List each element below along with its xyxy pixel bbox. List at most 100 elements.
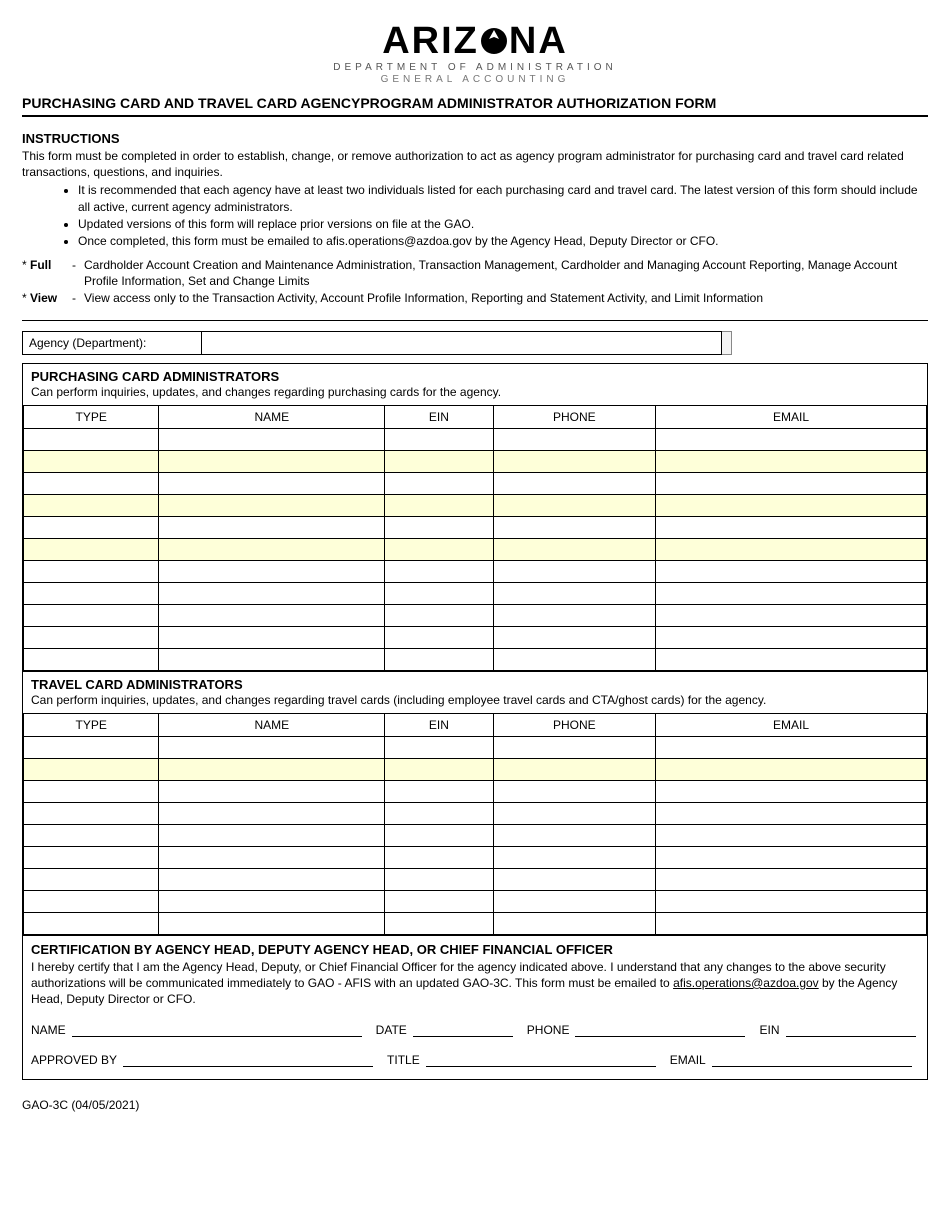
- table-cell[interactable]: [656, 846, 927, 868]
- table-cell[interactable]: [493, 582, 656, 604]
- table-cell[interactable]: [385, 824, 493, 846]
- sig-line[interactable]: [123, 1051, 373, 1067]
- table-cell[interactable]: [385, 912, 493, 934]
- table-cell[interactable]: [24, 868, 159, 890]
- table-row[interactable]: [24, 428, 927, 450]
- table-cell[interactable]: [656, 802, 927, 824]
- sig-line[interactable]: [575, 1021, 745, 1037]
- table-cell[interactable]: [656, 428, 927, 450]
- table-row[interactable]: [24, 472, 927, 494]
- table-cell[interactable]: [159, 604, 385, 626]
- table-cell[interactable]: [159, 626, 385, 648]
- table-cell[interactable]: [159, 846, 385, 868]
- table-cell[interactable]: [493, 428, 656, 450]
- table-cell[interactable]: [24, 560, 159, 582]
- agency-input[interactable]: [202, 331, 722, 355]
- table-cell[interactable]: [493, 846, 656, 868]
- table-cell[interactable]: [493, 450, 656, 472]
- table-cell[interactable]: [159, 890, 385, 912]
- table-cell[interactable]: [656, 868, 927, 890]
- table-cell[interactable]: [159, 516, 385, 538]
- table-cell[interactable]: [656, 582, 927, 604]
- table-row[interactable]: [24, 802, 927, 824]
- table-cell[interactable]: [385, 450, 493, 472]
- table-row[interactable]: [24, 758, 927, 780]
- table-row[interactable]: [24, 604, 927, 626]
- table-cell[interactable]: [493, 868, 656, 890]
- table-row[interactable]: [24, 736, 927, 758]
- table-cell[interactable]: [385, 780, 493, 802]
- table-cell[interactable]: [159, 428, 385, 450]
- table-cell[interactable]: [24, 626, 159, 648]
- table-cell[interactable]: [656, 472, 927, 494]
- table-cell[interactable]: [159, 648, 385, 670]
- table-cell[interactable]: [656, 824, 927, 846]
- table-cell[interactable]: [493, 758, 656, 780]
- table-cell[interactable]: [656, 626, 927, 648]
- table-cell[interactable]: [656, 780, 927, 802]
- table-cell[interactable]: [385, 868, 493, 890]
- table-cell[interactable]: [656, 604, 927, 626]
- table-cell[interactable]: [24, 494, 159, 516]
- table-row[interactable]: [24, 538, 927, 560]
- table-cell[interactable]: [385, 890, 493, 912]
- table-cell[interactable]: [493, 912, 656, 934]
- table-cell[interactable]: [24, 648, 159, 670]
- table-cell[interactable]: [24, 912, 159, 934]
- table-cell[interactable]: [159, 472, 385, 494]
- table-row[interactable]: [24, 824, 927, 846]
- table-cell[interactable]: [493, 626, 656, 648]
- table-cell[interactable]: [24, 450, 159, 472]
- table-cell[interactable]: [385, 560, 493, 582]
- table-cell[interactable]: [385, 516, 493, 538]
- table-cell[interactable]: [159, 582, 385, 604]
- table-cell[interactable]: [656, 890, 927, 912]
- table-cell[interactable]: [493, 538, 656, 560]
- table-cell[interactable]: [159, 560, 385, 582]
- table-cell[interactable]: [656, 912, 927, 934]
- table-row[interactable]: [24, 868, 927, 890]
- table-cell[interactable]: [159, 758, 385, 780]
- table-cell[interactable]: [493, 472, 656, 494]
- table-cell[interactable]: [159, 802, 385, 824]
- table-cell[interactable]: [24, 780, 159, 802]
- table-cell[interactable]: [24, 582, 159, 604]
- table-row[interactable]: [24, 494, 927, 516]
- table-cell[interactable]: [159, 780, 385, 802]
- table-cell[interactable]: [493, 824, 656, 846]
- table-cell[interactable]: [493, 494, 656, 516]
- table-cell[interactable]: [493, 648, 656, 670]
- table-cell[interactable]: [493, 736, 656, 758]
- table-cell[interactable]: [385, 846, 493, 868]
- table-cell[interactable]: [24, 846, 159, 868]
- table-row[interactable]: [24, 648, 927, 670]
- table-cell[interactable]: [24, 824, 159, 846]
- table-cell[interactable]: [24, 736, 159, 758]
- table-cell[interactable]: [24, 428, 159, 450]
- table-cell[interactable]: [385, 802, 493, 824]
- table-cell[interactable]: [493, 802, 656, 824]
- table-row[interactable]: [24, 582, 927, 604]
- table-cell[interactable]: [656, 450, 927, 472]
- table-cell[interactable]: [656, 516, 927, 538]
- table-row[interactable]: [24, 450, 927, 472]
- table-cell[interactable]: [159, 736, 385, 758]
- table-cell[interactable]: [24, 516, 159, 538]
- sig-line[interactable]: [72, 1021, 362, 1037]
- table-cell[interactable]: [656, 758, 927, 780]
- table-cell[interactable]: [24, 802, 159, 824]
- table-cell[interactable]: [385, 626, 493, 648]
- table-cell[interactable]: [24, 472, 159, 494]
- table-cell[interactable]: [385, 494, 493, 516]
- table-cell[interactable]: [385, 428, 493, 450]
- table-row[interactable]: [24, 626, 927, 648]
- table-cell[interactable]: [24, 604, 159, 626]
- table-cell[interactable]: [385, 582, 493, 604]
- table-cell[interactable]: [159, 912, 385, 934]
- table-cell[interactable]: [24, 890, 159, 912]
- table-cell[interactable]: [493, 516, 656, 538]
- table-row[interactable]: [24, 912, 927, 934]
- table-cell[interactable]: [656, 538, 927, 560]
- table-cell[interactable]: [493, 780, 656, 802]
- table-cell[interactable]: [656, 560, 927, 582]
